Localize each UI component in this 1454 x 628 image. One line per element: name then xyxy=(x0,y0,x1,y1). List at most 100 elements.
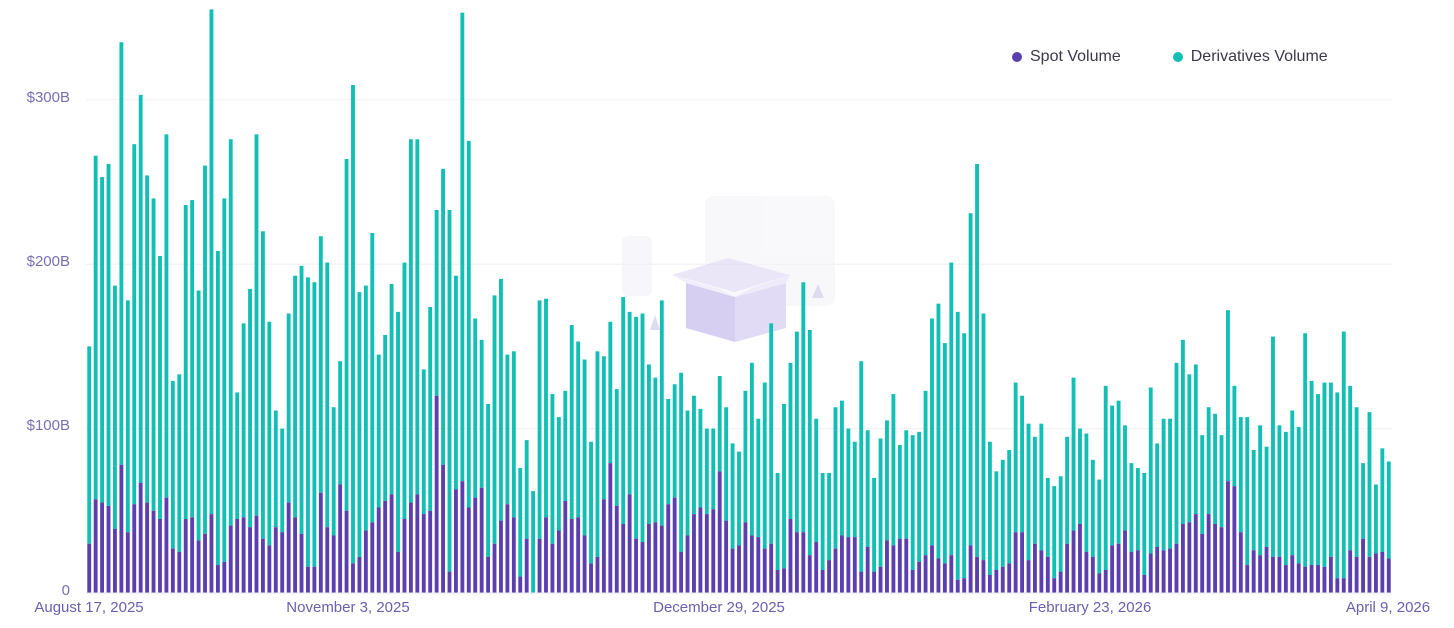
derivatives-bar[interactable] xyxy=(1135,468,1140,551)
spot-bar[interactable] xyxy=(569,519,574,593)
derivatives-bar[interactable] xyxy=(1013,382,1018,533)
spot-bar[interactable] xyxy=(942,563,947,593)
spot-bar[interactable] xyxy=(1200,533,1205,593)
spot-bar[interactable] xyxy=(280,532,285,593)
derivatives-bar[interactable] xyxy=(814,418,819,543)
derivatives-bar[interactable] xyxy=(1084,433,1089,552)
derivatives-bar[interactable] xyxy=(454,275,458,490)
spot-bar[interactable] xyxy=(100,502,105,593)
spot-bar[interactable] xyxy=(1309,565,1314,593)
spot-bar[interactable] xyxy=(138,482,143,593)
derivatives-bar[interactable] xyxy=(692,395,696,515)
derivatives-bar[interactable] xyxy=(145,175,150,503)
derivatives-bar[interactable] xyxy=(569,325,574,520)
spot-bar[interactable] xyxy=(209,514,214,593)
spot-bar[interactable] xyxy=(1303,566,1308,593)
spot-bar[interactable] xyxy=(1206,514,1211,593)
derivatives-bar[interactable] xyxy=(338,361,343,485)
spot-bar[interactable] xyxy=(640,542,645,593)
derivatives-bar[interactable] xyxy=(376,354,381,508)
spot-bar[interactable] xyxy=(93,499,98,593)
spot-bar[interactable] xyxy=(743,522,748,593)
derivatives-bar[interactable] xyxy=(865,430,870,547)
derivatives-bar[interactable] xyxy=(1026,423,1031,561)
derivatives-bar[interactable] xyxy=(1277,425,1282,557)
derivatives-bar[interactable] xyxy=(1200,435,1205,534)
derivatives-bar[interactable] xyxy=(93,155,98,500)
spot-bar[interactable] xyxy=(1103,569,1108,593)
spot-bar[interactable] xyxy=(473,497,478,593)
derivatives-bar[interactable] xyxy=(273,410,278,528)
spot-bar[interactable] xyxy=(215,565,220,593)
derivatives-bar[interactable] xyxy=(788,362,793,520)
derivatives-bar[interactable] xyxy=(923,390,928,556)
derivatives-bar[interactable] xyxy=(531,491,536,593)
spot-bar[interactable] xyxy=(769,543,774,593)
derivatives-bar[interactable] xyxy=(782,403,786,569)
spot-bar[interactable] xyxy=(653,522,658,593)
derivatives-bar[interactable] xyxy=(1045,477,1050,557)
derivatives-bar[interactable] xyxy=(942,343,947,564)
spot-bar[interactable] xyxy=(1258,555,1263,593)
spot-bar[interactable] xyxy=(312,566,317,593)
derivatives-bar[interactable] xyxy=(679,372,684,552)
derivatives-bar[interactable] xyxy=(1103,385,1108,570)
legend-item-spot[interactable]: Spot Volume xyxy=(1012,48,1121,66)
spot-bar[interactable] xyxy=(408,502,413,593)
spot-bar[interactable] xyxy=(550,543,555,593)
spot-bar[interactable] xyxy=(402,519,407,593)
derivatives-bar[interactable] xyxy=(486,403,491,557)
derivatives-bar[interactable] xyxy=(621,297,626,524)
spot-bar[interactable] xyxy=(962,578,967,593)
spot-bar[interactable] xyxy=(1084,551,1089,593)
derivatives-bar[interactable] xyxy=(936,303,941,559)
derivatives-bar[interactable] xyxy=(280,428,285,533)
spot-bar[interactable] xyxy=(1097,573,1102,593)
spot-bar[interactable] xyxy=(1193,514,1198,593)
spot-bar[interactable] xyxy=(1026,560,1031,593)
spot-bar[interactable] xyxy=(1045,556,1050,593)
derivatives-bar[interactable] xyxy=(653,377,658,523)
spot-bar[interactable] xyxy=(1386,558,1391,593)
spot-bar[interactable] xyxy=(936,558,941,593)
spot-bar[interactable] xyxy=(1251,550,1256,593)
spot-bar[interactable] xyxy=(1271,556,1275,593)
derivatives-bar[interactable] xyxy=(151,198,156,511)
derivatives-bar[interactable] xyxy=(794,331,799,533)
derivatives-bar[interactable] xyxy=(717,375,722,472)
spot-bar[interactable] xyxy=(788,519,793,593)
spot-bar[interactable] xyxy=(711,509,716,593)
derivatives-bar[interactable] xyxy=(949,262,954,556)
derivatives-bar[interactable] xyxy=(299,265,304,534)
derivatives-bar[interactable] xyxy=(1123,425,1127,531)
derivatives-bar[interactable] xyxy=(1245,417,1250,566)
spot-bar[interactable] xyxy=(415,494,420,593)
derivatives-bar[interactable] xyxy=(885,420,889,541)
derivatives-bar[interactable] xyxy=(556,417,561,531)
derivatives-bar[interactable] xyxy=(1283,431,1288,566)
spot-bar[interactable] xyxy=(1373,553,1378,593)
derivatives-bar[interactable] xyxy=(601,356,606,500)
spot-bar[interactable] xyxy=(949,555,954,593)
spot-bar[interactable] xyxy=(1290,555,1295,593)
derivatives-bar[interactable] xyxy=(1258,425,1263,556)
derivatives-bar[interactable] xyxy=(460,12,465,482)
derivatives-bar[interactable] xyxy=(852,441,857,538)
spot-bar[interactable] xyxy=(981,560,986,593)
spot-bar[interactable] xyxy=(113,528,117,593)
derivatives-bar[interactable] xyxy=(203,165,207,534)
spot-bar[interactable] xyxy=(820,569,825,593)
derivatives-bar[interactable] xyxy=(544,298,548,518)
derivatives-bar[interactable] xyxy=(801,282,806,533)
derivatives-bar[interactable] xyxy=(170,380,175,549)
spot-bar[interactable] xyxy=(685,535,690,593)
derivatives-bar[interactable] xyxy=(878,438,883,567)
spot-bar[interactable] xyxy=(1277,556,1282,593)
derivatives-bar[interactable] xyxy=(769,323,774,544)
derivatives-bar[interactable] xyxy=(698,408,703,508)
spot-bar[interactable] xyxy=(1065,543,1070,593)
spot-bar[interactable] xyxy=(827,560,831,593)
derivatives-bar[interactable] xyxy=(582,359,587,536)
spot-bar[interactable] xyxy=(885,540,889,593)
spot-bar[interactable] xyxy=(1135,550,1140,593)
